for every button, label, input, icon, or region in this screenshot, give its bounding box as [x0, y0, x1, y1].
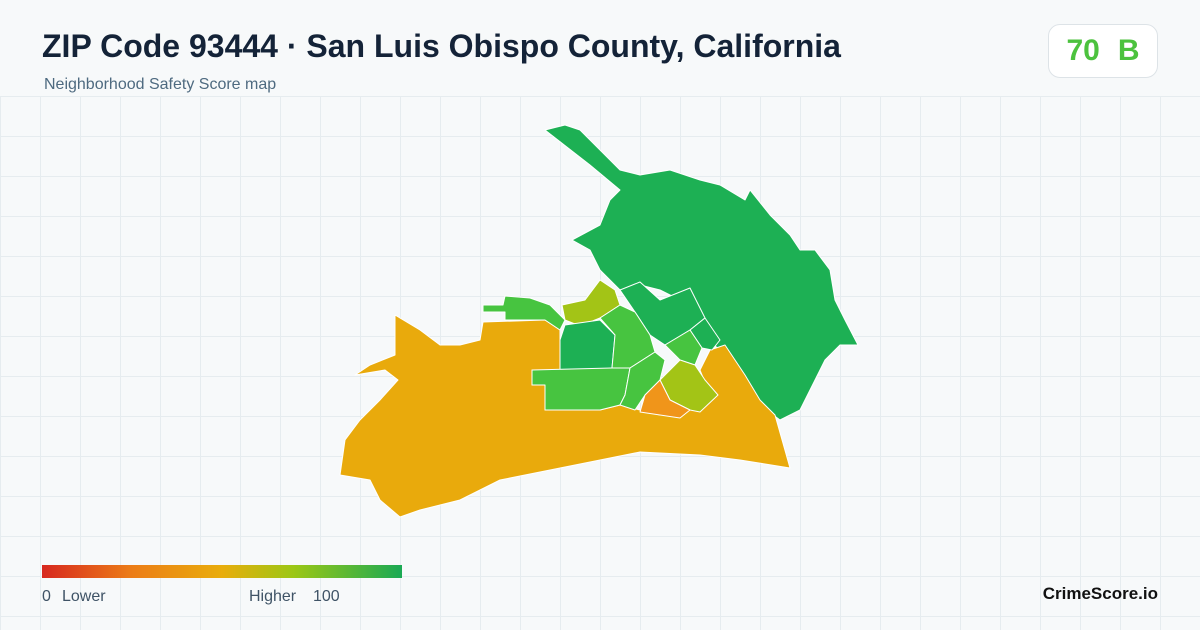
legend-min: 0 — [42, 588, 51, 605]
region — [482, 295, 566, 331]
score: 70 — [1066, 34, 1100, 67]
subtitle: Neighborhood Safety Score map — [44, 76, 277, 93]
legend-gradient — [42, 565, 402, 578]
region — [639, 379, 691, 419]
title: ZIP Code 93444 · San Luis Obispo County,… — [42, 28, 841, 64]
grade: B — [1117, 34, 1140, 67]
header: ZIP Code 93444 · San Luis Obispo County,… — [0, 0, 1200, 96]
score-badge: 70 B — [1048, 24, 1158, 78]
region — [544, 124, 859, 421]
legend-min-label: Lower — [62, 588, 106, 605]
brand: CrimeScore.io — [1042, 584, 1158, 603]
region — [531, 367, 631, 411]
legend-max-label: Higher — [249, 588, 297, 605]
region — [664, 329, 703, 366]
region — [559, 319, 616, 371]
legend-max: 100 — [313, 588, 340, 605]
